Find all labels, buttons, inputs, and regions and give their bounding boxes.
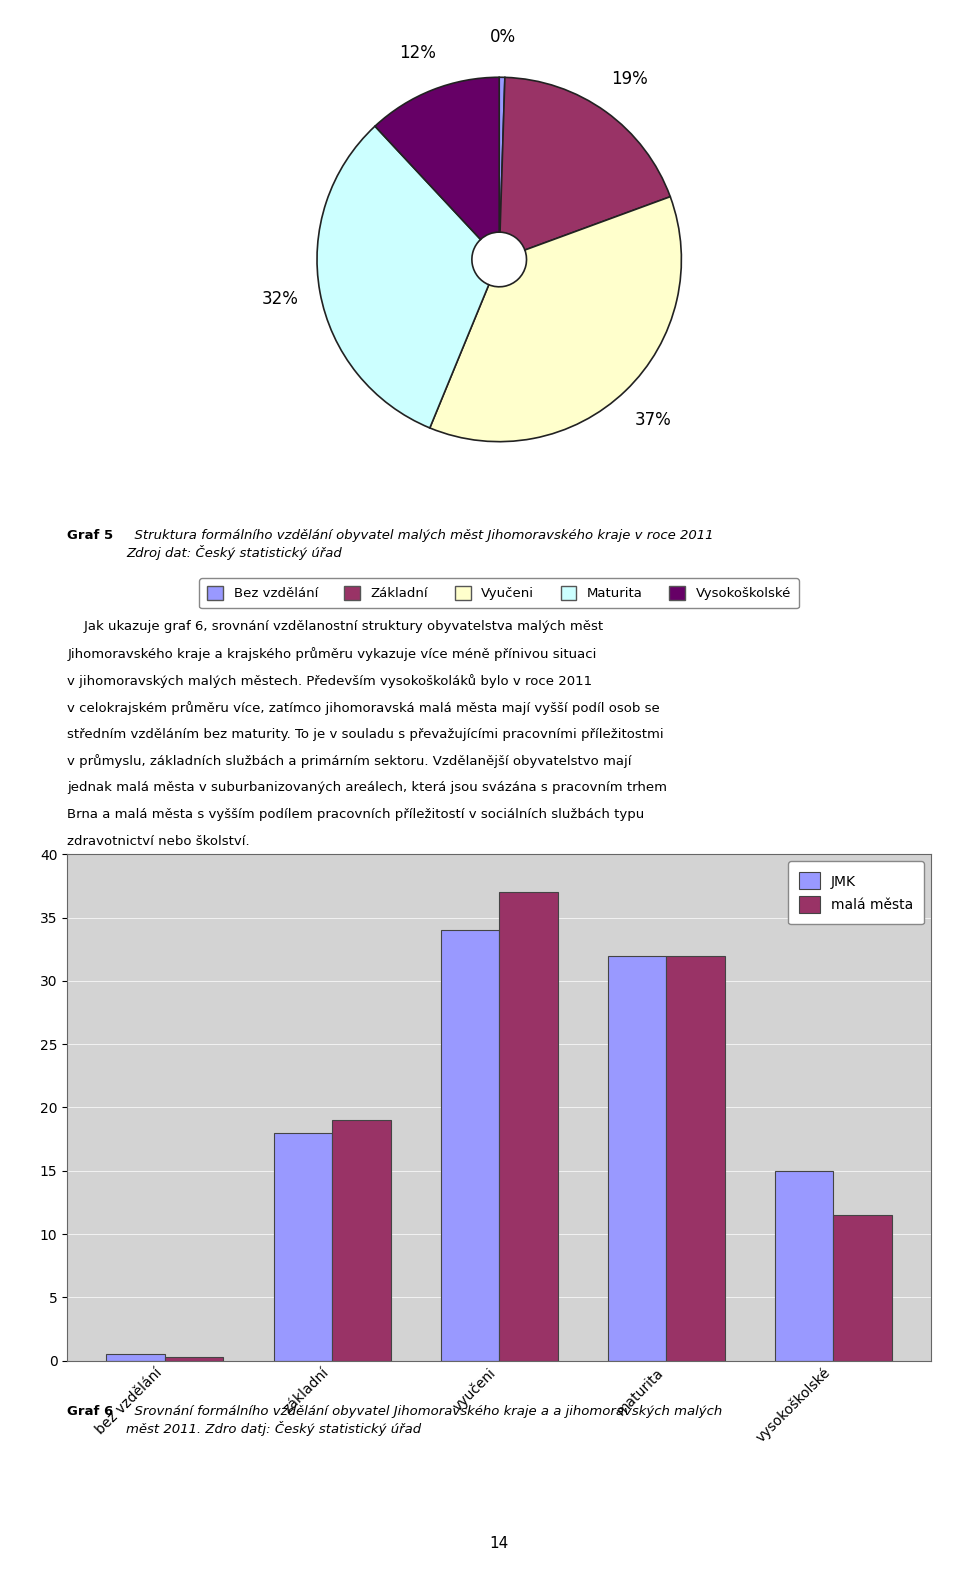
Text: Jak ukazuje graf 6, srovnání vzdělanostní struktury obyvatelstva malých měst: Jak ukazuje graf 6, srovnání vzdělanostn…: [67, 620, 603, 633]
Text: v celokrajském průměru více, zatímco jihomoravská malá města mají vyšší podíl os: v celokrajském průměru více, zatímco jih…: [67, 701, 660, 715]
Text: v jihomoravských malých městech. Především vysokoškoláků bylo v roce 2011: v jihomoravských malých městech. Předevš…: [67, 674, 592, 688]
Text: 0%: 0%: [490, 29, 516, 46]
Text: jednak malá města v suburbanizovaných areálech, která jsou svázána s pracovním t: jednak malá města v suburbanizovaných ar…: [67, 782, 667, 795]
Wedge shape: [499, 78, 505, 232]
Text: Brna a malá města s vyšším podílem pracovních příležitostí v sociálních službách: Brna a malá města s vyšším podílem praco…: [67, 809, 644, 822]
Bar: [274, 1132, 332, 1361]
Wedge shape: [500, 78, 670, 251]
Text: v průmyslu, základních službách a primárním sektoru. Vzdělanější obyvatelstvo ma: v průmyslu, základních službách a primár…: [67, 755, 632, 768]
Text: Graf 6: Graf 6: [67, 1405, 113, 1418]
Text: Struktura formálního vzdělání obyvatel malých měst Jihomoravského kraje v roce 2: Struktura formálního vzdělání obyvatel m…: [126, 530, 713, 560]
Bar: [165, 1356, 224, 1361]
Text: Jihomoravského kraje a krajského průměru vykazuje více méně přínivou situaci: Jihomoravského kraje a krajského průměru…: [67, 647, 596, 661]
Bar: [608, 956, 666, 1361]
Legend: Bez vzdělání, Základní, Vyučeni, Maturita, Vysokoškolské: Bez vzdělání, Základní, Vyučeni, Maturit…: [200, 579, 799, 607]
Wedge shape: [375, 78, 499, 239]
Text: zdravotnictví nebo školství.: zdravotnictví nebo školství.: [67, 836, 250, 849]
Legend: JMK, malá města: JMK, malá města: [788, 861, 924, 925]
Text: 19%: 19%: [611, 70, 648, 89]
Bar: [775, 1170, 833, 1361]
Text: středním vzděláním bez maturity. To je v souladu s převažujícími pracovními příl: středním vzděláním bez maturity. To je v…: [67, 728, 663, 741]
Bar: [666, 956, 725, 1361]
Text: 32%: 32%: [262, 290, 299, 308]
Bar: [332, 1120, 391, 1361]
Bar: [107, 1354, 165, 1361]
Text: Srovnání formálního vzdělání obyvatel Jihomoravského kraje a a jihomoravských ma: Srovnání formálního vzdělání obyvatel Ji…: [126, 1405, 722, 1435]
Text: 37%: 37%: [635, 411, 672, 428]
Text: 14: 14: [490, 1537, 509, 1551]
Text: 12%: 12%: [399, 44, 436, 62]
Wedge shape: [317, 127, 489, 428]
Text: Graf 5: Graf 5: [67, 530, 113, 542]
Bar: [441, 931, 499, 1361]
Bar: [833, 1215, 892, 1361]
Wedge shape: [430, 197, 682, 441]
Bar: [499, 893, 558, 1361]
